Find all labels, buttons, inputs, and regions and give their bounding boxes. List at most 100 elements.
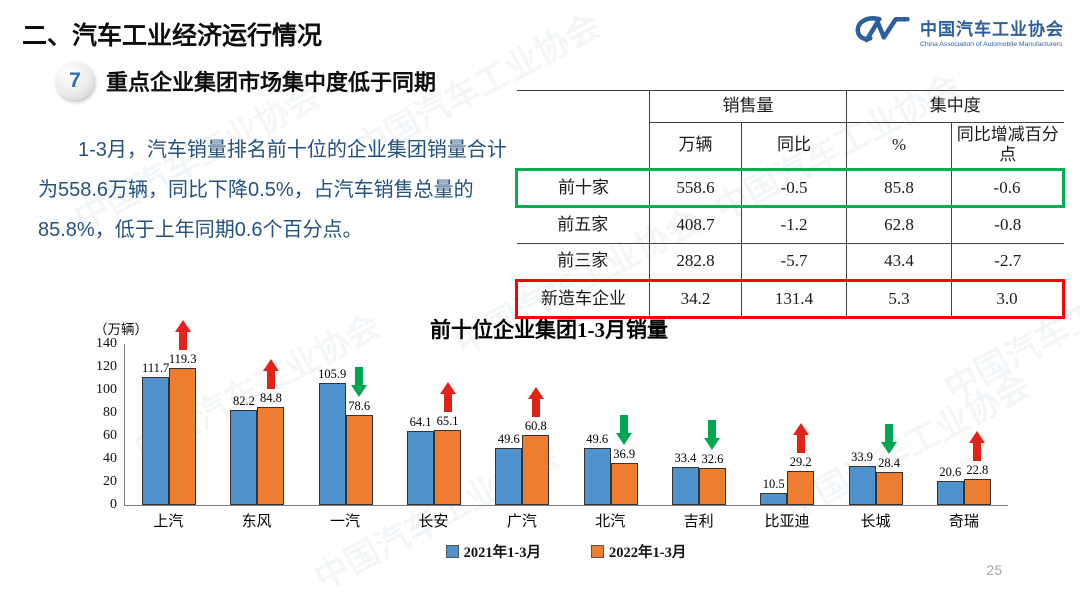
y-tick-label: 80: [103, 405, 117, 420]
legend-swatch: [445, 545, 459, 558]
col-group-concentration: 集中度: [846, 90, 1064, 123]
y-tick-label: 20: [103, 474, 117, 489]
bar: [848, 466, 876, 505]
bar-value-label: 64.1: [409, 415, 432, 430]
plot: 111.7 119.3 82.2 84.8 105.9 78.6 64.1 65.1 49.6 6…: [124, 344, 1008, 506]
x-axis: 上汽 东风 一汽 长安 广汽 北汽 吉利 比亚迪 长城 奇瑞: [124, 505, 1008, 531]
bar-column: 36.9: [610, 415, 638, 505]
down-arrow-icon: [704, 420, 720, 450]
bar-column: 22.8: [963, 431, 991, 505]
bar: [257, 407, 285, 505]
chart-title: 前十位企业集团1-3月销量: [430, 318, 668, 342]
chart-legend: 2021年1-3月 2022年1-3月: [124, 541, 1008, 562]
down-arrow-icon: [351, 367, 367, 397]
cell-value: 558.6: [649, 167, 742, 208]
page-number: 25: [986, 562, 1002, 578]
bar-value-label: 10.5: [762, 476, 785, 491]
cell-value: 34.2: [649, 278, 742, 319]
table-row: 前十家 558.6 -0.5 85.8 -0.6: [515, 167, 1065, 208]
caam-logo: 中国汽车工业协会 China Association of Automobile…: [854, 12, 1064, 50]
bar: [610, 462, 638, 505]
bar-group: 82.2 84.8: [213, 344, 301, 505]
bar-group: 10.5 29.2: [743, 344, 831, 505]
cell-value: -2.7: [951, 242, 1064, 281]
bar: [760, 492, 788, 505]
subheader-yoy: 同比: [741, 122, 847, 170]
cell-value: -0.6: [951, 167, 1065, 208]
logo-name-cn: 中国汽车工业协会: [920, 19, 1064, 39]
row-label: 前十家: [515, 167, 650, 208]
bar-group: 20.6 22.8: [920, 344, 1008, 505]
cell-value: 62.8: [846, 205, 952, 244]
x-axis-label: 东风: [241, 514, 272, 530]
section-title: 二、汽车工业经济运行情况: [22, 22, 323, 50]
bar: [495, 447, 523, 505]
bar: [963, 478, 991, 505]
bar-group: 49.6 60.8: [478, 344, 566, 505]
bar-column: 82.2: [230, 394, 258, 505]
subheader-percent: %: [846, 122, 952, 170]
bar: [522, 435, 550, 505]
up-arrow-icon: [175, 320, 191, 350]
down-arrow-icon: [881, 424, 897, 454]
bar-column: 20.6: [936, 465, 964, 505]
y-tick-label: 0: [110, 497, 117, 512]
y-axis-unit-label: （万辆）: [94, 322, 148, 337]
x-axis-label: 北汽: [595, 514, 626, 530]
bar-value-label: 49.6: [586, 431, 609, 446]
bar-value-label: 84.8: [260, 391, 282, 406]
bar: [583, 447, 611, 505]
up-arrow-icon: [528, 387, 544, 417]
bar: [169, 367, 197, 505]
up-arrow-icon: [440, 382, 456, 412]
bar: [698, 467, 726, 505]
bar-value-label: 82.2: [233, 394, 255, 409]
bar: [671, 466, 699, 505]
bar-value-label: 105.9: [318, 367, 347, 382]
bar: [936, 481, 964, 505]
x-axis-label: 一汽: [330, 514, 361, 530]
bar-value-label: 22.8: [966, 462, 989, 477]
cell-value: -0.8: [951, 205, 1064, 244]
legend-label: 2021年1-3月: [463, 545, 541, 561]
bar-value-label: 78.6: [348, 398, 371, 413]
x-axis-label: 长安: [418, 514, 449, 530]
bar-column: 105.9: [318, 367, 347, 505]
cell-value: -5.7: [741, 242, 847, 281]
logo-name-en: China Association of Automobile Manufact…: [920, 40, 1063, 48]
bar-value-label: 33.4: [674, 450, 697, 465]
bar-column: 60.8: [522, 387, 550, 505]
bar-value-label: 32.6: [701, 451, 724, 466]
table-row: 前五家 408.7 -1.2 62.8 -0.8: [516, 205, 1064, 244]
bar-group: 33.4 32.6: [655, 344, 743, 505]
bar: [230, 410, 258, 505]
x-axis-label: 长城: [860, 514, 891, 530]
bar-chart: （万辆） 前十位企业集团1-3月销量 0 20 40 60 80 100 120 140 11…: [90, 308, 1008, 562]
bar-column: 84.8: [257, 359, 285, 505]
bar-value-label: 111.7: [142, 360, 170, 375]
table-row: 新造车企业 34.2 131.4 5.3 3.0: [515, 278, 1065, 319]
bar-column: 49.6: [495, 432, 523, 505]
plot-area: 0 20 40 60 80 100 120 140 111.7 119.3 82.2 84.8 105…: [96, 336, 1008, 512]
bar-column: 32.6: [698, 420, 726, 505]
down-arrow-icon: [616, 415, 632, 445]
bar-group: 49.6 36.9: [566, 344, 654, 505]
bar-column: 10.5: [760, 476, 788, 505]
bar-column: 49.6: [583, 431, 611, 505]
bar-value-label: 119.3: [168, 351, 197, 366]
summary-paragraph: 1-3月，汽车销量排名前十位的企业集团销量合计为558.6万辆，同比下降0.5%…: [38, 139, 507, 241]
bar-column: 65.1: [434, 382, 462, 505]
y-tick-label: 120: [96, 359, 117, 374]
cell-value: 408.7: [649, 205, 742, 244]
bar: [434, 430, 462, 505]
bar-column: 29.2: [787, 423, 815, 505]
x-axis-label: 吉利: [683, 514, 714, 530]
row-label: 新造车企业: [515, 278, 650, 319]
bar-value-label: 36.9: [613, 446, 636, 461]
bar-value-label: 33.9: [851, 450, 873, 465]
bar: [142, 376, 170, 505]
bar-group: 105.9 78.6: [302, 344, 390, 505]
bar-column: 64.1: [407, 415, 435, 505]
bar-group: 64.1 65.1: [390, 344, 478, 505]
